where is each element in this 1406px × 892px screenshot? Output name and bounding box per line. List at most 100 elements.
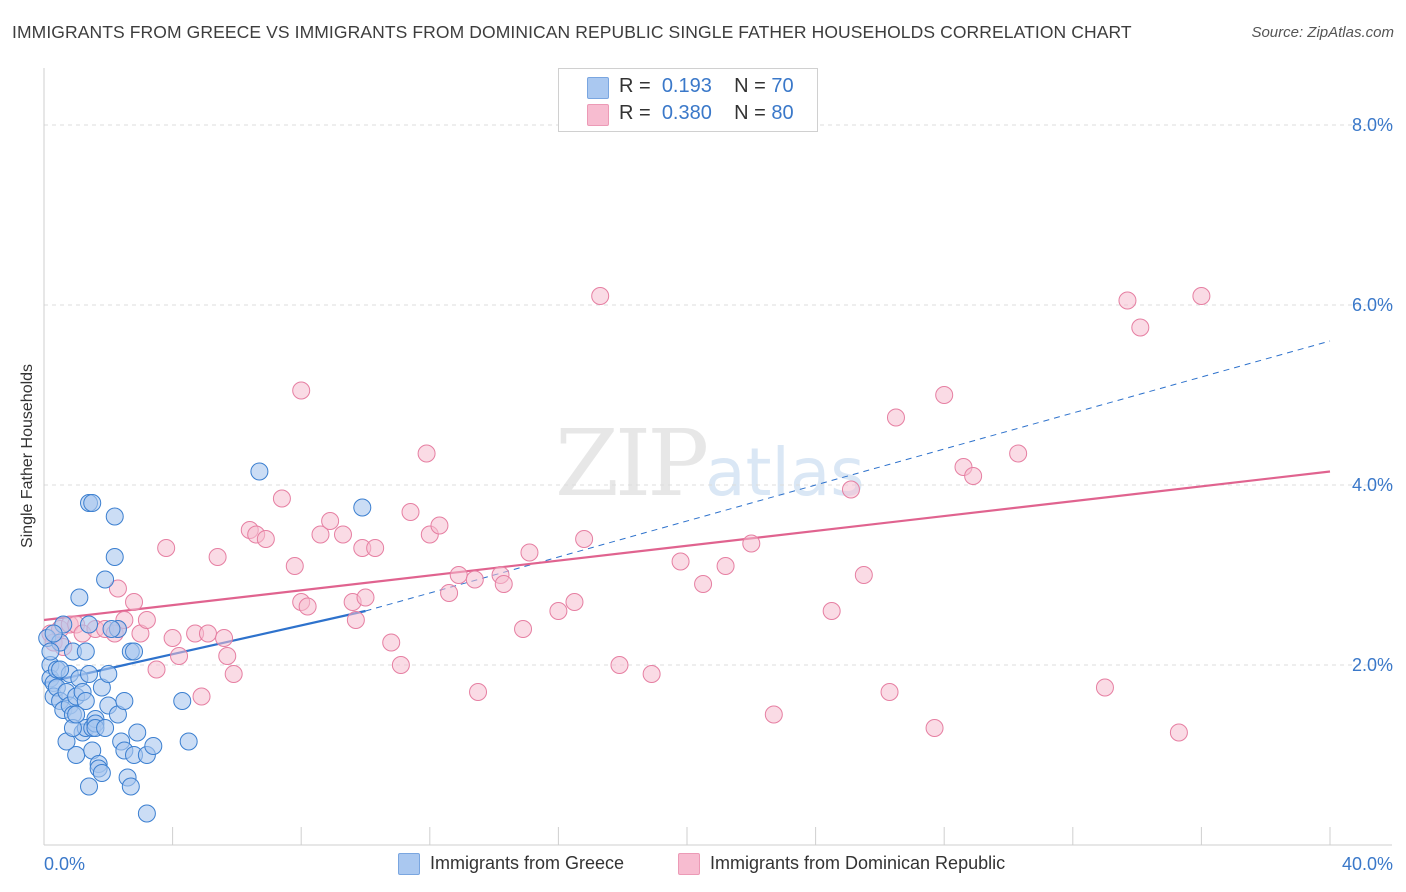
data-point-greece [96, 570, 115, 589]
data-point-greece [179, 732, 198, 751]
data-point-dominican-republic [642, 665, 661, 683]
legend-n-label: N = [734, 75, 766, 97]
data-point-greece [250, 462, 269, 481]
data-point-greece [76, 642, 95, 661]
series-dominican-republic [41, 287, 1211, 742]
grid-lines [44, 124, 1392, 666]
data-point-greece [353, 498, 372, 517]
axes [43, 68, 1392, 846]
y-tick-label: 2.0% [1352, 655, 1393, 675]
tick-labels: 2.0% 4.0% 6.0% 8.0% 0.0% 40.0% [44, 115, 1393, 874]
data-point-dominican-republic [218, 647, 237, 665]
data-point-dominican-republic [366, 539, 385, 557]
data-point-dominican-republic [157, 539, 176, 557]
data-point-dominican-republic [469, 683, 488, 701]
x-tick-label: 0.0% [44, 854, 85, 874]
legend-n-value-greece: 70 [771, 75, 794, 97]
series-greece [38, 462, 372, 823]
data-point-dominican-republic [886, 408, 905, 427]
legend-r-label: R = [619, 75, 651, 97]
data-point-greece [92, 764, 111, 782]
legend-swatch-greece [587, 77, 609, 99]
data-point-greece [102, 620, 121, 638]
data-point-greece [115, 692, 134, 710]
data-point-greece [137, 804, 156, 823]
data-point-dominican-republic [224, 665, 243, 683]
data-point-dominican-republic [108, 579, 127, 598]
data-point-greece [51, 660, 70, 679]
data-point-dominican-republic [935, 386, 954, 404]
trend-line-greece [43, 609, 366, 685]
data-point-dominican-republic [417, 444, 436, 463]
x-tick-label: 40.0% [1342, 854, 1393, 874]
legend-r-value-dominican-republic: 0.380 [661, 102, 712, 124]
data-point-dominican-republic [1009, 444, 1028, 463]
data-point-dominican-republic [520, 543, 539, 562]
trend-line-greece [365, 340, 1331, 612]
data-point-dominican-republic [854, 566, 873, 584]
data-point-dominican-republic [356, 588, 375, 607]
data-point-dominican-republic [841, 480, 860, 499]
data-point-dominican-republic [198, 624, 217, 643]
data-point-dominican-republic [311, 525, 330, 544]
data-point-dominican-republic [285, 557, 304, 575]
data-point-dominican-republic [292, 381, 311, 400]
data-point-dominican-republic [494, 575, 513, 593]
bottom-legend-swatch-greece [398, 853, 420, 875]
source-label: Source: ZipAtlas.com [1251, 24, 1394, 41]
trend-line-dominican-republic [43, 470, 1331, 622]
data-point-greece [105, 507, 124, 526]
data-point-dominican-republic [925, 719, 944, 737]
legend-text-greece: R = 0.193 N = 70 [619, 75, 794, 98]
data-point-greece [80, 615, 99, 634]
data-point-dominican-republic [382, 633, 401, 652]
data-point-dominican-republic [298, 597, 317, 616]
data-point-dominican-republic [822, 602, 841, 620]
data-point-dominican-republic [591, 287, 610, 305]
data-point-greece [41, 642, 60, 661]
data-point-dominican-republic [742, 534, 761, 553]
data-point-dominican-republic [346, 611, 365, 629]
watermark: ZIPatlas [555, 410, 865, 517]
data-point-dominican-republic [610, 656, 629, 674]
bottom-legend-swatch-dominican-republic [678, 853, 700, 875]
data-point-dominican-republic [430, 516, 449, 535]
chart-title: IMMIGRANTS FROM GREECE VS IMMIGRANTS FRO… [12, 22, 1132, 42]
data-point-greece [144, 737, 163, 755]
watermark-zip: ZIP [555, 410, 709, 517]
data-point-dominican-republic [1192, 287, 1211, 305]
data-point-dominican-republic [549, 602, 568, 620]
data-point-greece [44, 624, 63, 643]
data-point-dominican-republic [671, 552, 690, 571]
watermark-atlas: atlas [705, 434, 865, 511]
legend-text-dominican-republic: R = 0.380 N = 80 [619, 102, 794, 125]
data-point-dominican-republic [321, 512, 340, 530]
data-point-dominican-republic [440, 584, 459, 602]
data-point-greece [121, 777, 140, 796]
data-point-dominican-republic [147, 660, 166, 679]
data-point-dominican-republic [514, 620, 533, 638]
data-point-dominican-republic [1131, 318, 1150, 337]
data-point-dominican-republic [272, 489, 291, 508]
data-point-greece [80, 665, 99, 683]
data-point-dominican-republic [449, 566, 468, 584]
data-point-greece [128, 723, 147, 742]
data-point-dominican-republic [391, 656, 410, 674]
data-point-greece [125, 642, 144, 661]
data-point-dominican-republic [694, 575, 713, 593]
data-point-dominican-republic [1095, 678, 1114, 697]
trend-lines [43, 340, 1331, 685]
y-tick-label: 6.0% [1352, 295, 1393, 315]
data-point-greece [173, 692, 192, 710]
data-point-dominican-republic [465, 570, 484, 589]
data-point-dominican-republic [215, 629, 234, 647]
data-point-greece [105, 548, 124, 566]
data-point-greece [76, 692, 95, 710]
data-point-dominican-republic [1169, 723, 1188, 742]
legend-swatch-dominican-republic [587, 104, 609, 126]
bottom-legend-label-greece: Immigrants from Greece [430, 853, 625, 873]
data-point-greece [80, 777, 99, 796]
legend-r-label: R = [619, 102, 651, 124]
correlation-legend: R = 0.193 N = 70 R = 0.380 N = 80 [558, 68, 818, 132]
